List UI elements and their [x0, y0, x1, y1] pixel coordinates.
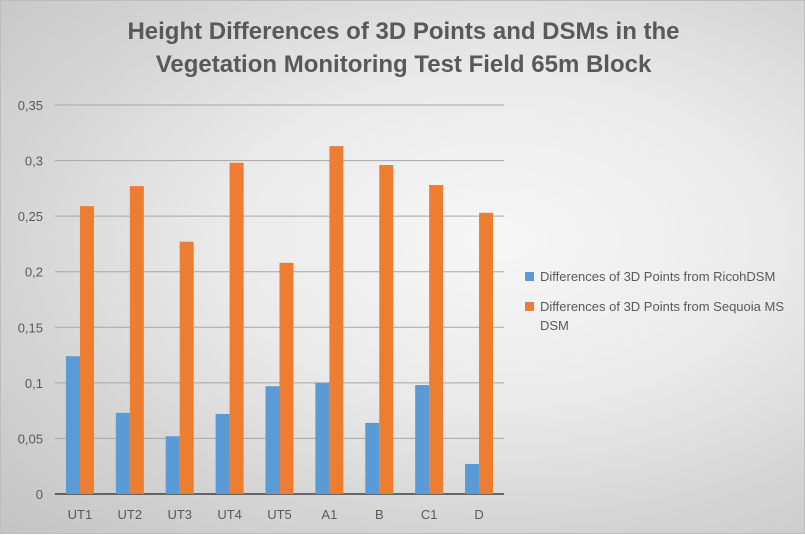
- bar-sequoia-ut5: [279, 262, 294, 494]
- legend: Differences of 3D Points from RicohDSM D…: [525, 267, 795, 346]
- y-tick-label: 0,25: [18, 209, 43, 224]
- bar-ricoh-ut1: [65, 356, 80, 494]
- legend-swatch-sequoia: [525, 302, 534, 311]
- bar-sequoia-c1: [429, 185, 444, 494]
- bar-sequoia-d: [479, 212, 494, 494]
- bar-ricoh-ut4: [215, 413, 230, 494]
- bar-sequoia-ut3: [179, 241, 194, 494]
- y-tick-label: 0,15: [18, 320, 43, 335]
- bar-ricoh-ut5: [265, 386, 280, 494]
- y-tick-label: 0,2: [25, 265, 43, 280]
- y-tick-label: 0,1: [25, 376, 43, 391]
- y-tick-label: 0,3: [25, 154, 43, 169]
- y-tick-label: 0,05: [18, 431, 43, 446]
- x-tick-label: C1: [421, 507, 438, 522]
- chart-title: Height Differences of 3D Points and DSMs…: [1, 15, 805, 81]
- x-tick-label: D: [474, 507, 483, 522]
- bar-ricoh-d: [465, 463, 480, 494]
- y-tick-label: 0: [36, 487, 43, 502]
- legend-swatch-ricoh: [525, 272, 534, 281]
- legend-label-ricoh: Differences of 3D Points from RicohDSM: [540, 269, 776, 284]
- bar-ricoh-ut2: [115, 412, 130, 494]
- x-tick-label: UT4: [217, 507, 242, 522]
- bar-ricoh-a1: [315, 382, 330, 494]
- bar-sequoia-ut2: [129, 186, 144, 495]
- x-tick-label: UT1: [68, 507, 93, 522]
- x-tick-label: UT3: [167, 507, 192, 522]
- legend-entry-ricoh: Differences of 3D Points from RicohDSM: [525, 267, 795, 286]
- bar-sequoia-ut1: [79, 206, 94, 494]
- bar-sequoia-a1: [329, 146, 344, 494]
- bar-ricoh-b: [365, 422, 380, 494]
- x-tick-label: A1: [321, 507, 337, 522]
- y-tick-label: 0,35: [18, 98, 43, 113]
- legend-entry-sequoia: Differences of 3D Points from Sequoia MS…: [525, 297, 795, 335]
- x-tick-label: UT5: [267, 507, 292, 522]
- chart-title-line-1: Height Differences of 3D Points and DSMs…: [127, 18, 680, 45]
- x-tick-label: UT2: [118, 507, 143, 522]
- legend-label-sequoia: Differences of 3D Points from Sequoia MS…: [540, 299, 784, 333]
- bar-ricoh-c1: [415, 385, 430, 494]
- bar-sequoia-b: [379, 165, 394, 494]
- bar-sequoia-ut4: [229, 162, 244, 494]
- bar-ricoh-ut3: [165, 436, 180, 494]
- chart-title-line-2: Vegetation Monitoring Test Field 65m Blo…: [155, 51, 652, 78]
- x-tick-label: B: [375, 507, 384, 522]
